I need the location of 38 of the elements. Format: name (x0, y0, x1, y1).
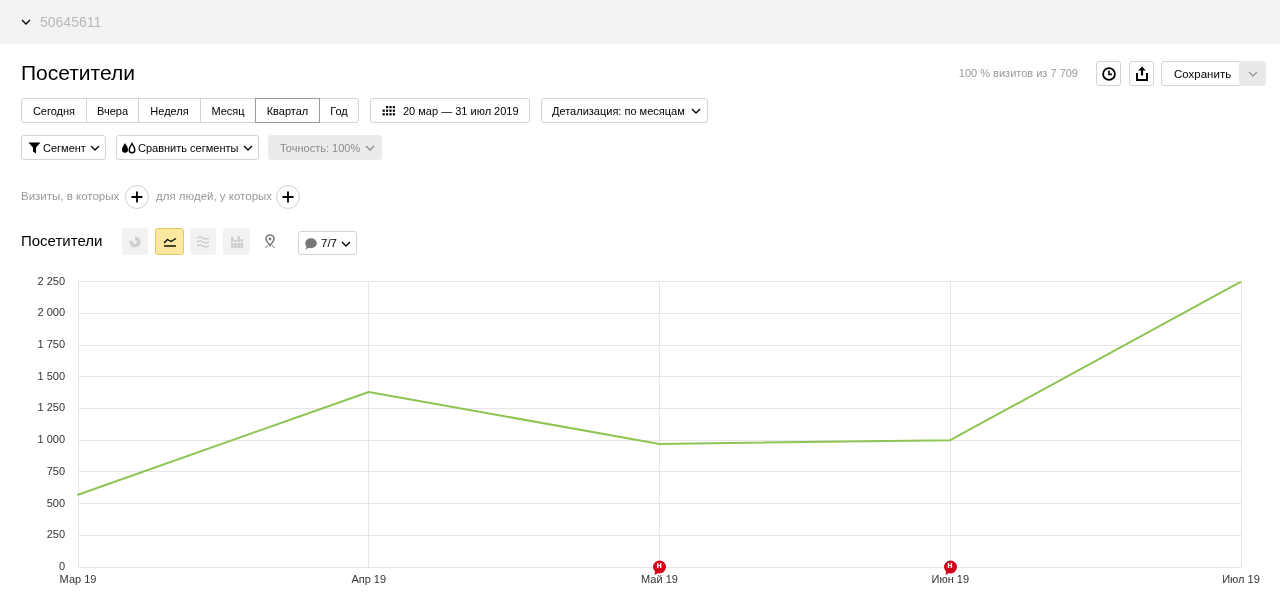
y-tick-label: 2 000 (37, 306, 65, 319)
button[interactable]: Год (319, 98, 359, 123)
annotation: н (947, 559, 953, 570)
dropdown[interactable]: 7/7 (298, 231, 357, 255)
y-tick-label: 1 500 (37, 369, 65, 382)
button[interactable]: Квартал (255, 98, 320, 123)
button[interactable]: Вчера (86, 98, 139, 123)
x-tick-label: Мар 19 (59, 572, 97, 585)
y-tick-label: 0 (58, 560, 65, 573)
y-tick-label: 1 250 (37, 401, 65, 414)
text: 100 % визитов из 7 709 (958, 67, 1078, 79)
button[interactable] (1096, 61, 1121, 86)
x-tick-label: Июн 19 (931, 572, 970, 585)
x-tick-label: Апр 19 (351, 572, 387, 585)
button[interactable] (155, 228, 184, 255)
button[interactable]: Месяц (200, 98, 256, 123)
button[interactable]: Сегодня (21, 98, 87, 123)
text: 50645611 (40, 14, 102, 30)
x-tick-label: Июл 19 (1222, 572, 1260, 585)
button[interactable]: Сохранить (1161, 61, 1240, 86)
y-tick-label: 1 750 (37, 338, 65, 351)
chart-title: Посетители (21, 232, 103, 249)
annotation: н (656, 559, 662, 570)
y-tick-label: 500 (46, 496, 65, 509)
button[interactable]: 20 мар — 31 июл 2019 (370, 98, 530, 123)
y-tick-label: 250 (46, 528, 65, 541)
y-tick-label: 2 250 (37, 274, 65, 287)
text: Визиты, в которых (21, 190, 120, 203)
chart-subtitle: Посетители (21, 61, 135, 84)
dropdown[interactable]: Детализация: по месяцам (541, 98, 708, 123)
x-tick-label: Май 19 (641, 572, 678, 585)
button[interactable]: Неделя (138, 98, 201, 123)
y-tick-label: 1 000 (37, 433, 65, 446)
dropdown[interactable]: Сравнить сегменты (116, 135, 259, 160)
y-tick-label: 750 (46, 464, 65, 477)
dropdown[interactable]: Сегмент (21, 135, 106, 160)
button[interactable] (1129, 61, 1154, 86)
text: для людей, у которых (156, 190, 273, 203)
